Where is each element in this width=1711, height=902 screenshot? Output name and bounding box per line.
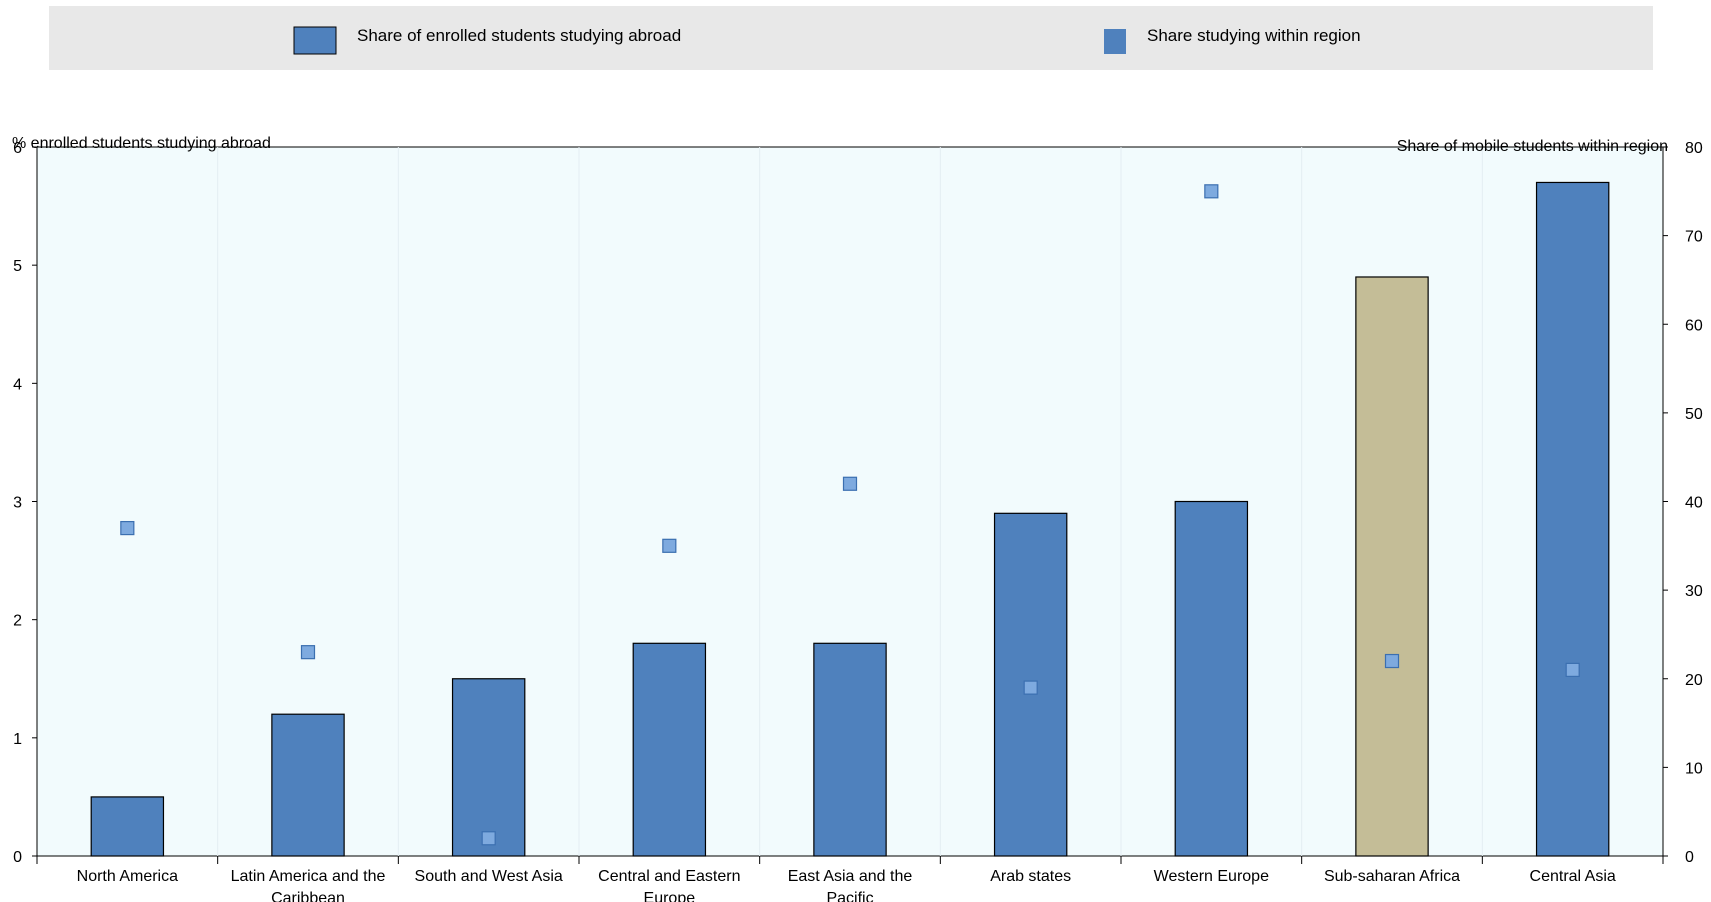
bar: [1535, 181, 1610, 857]
legend-label-bar: Share of enrolled students studying abro…: [357, 26, 681, 45]
x-tick-label: Latin America and the Caribbean: [231, 868, 386, 902]
right-tick-label: 10: [1685, 760, 1703, 777]
left-tick-label: 4: [13, 376, 22, 393]
right-tick-label: 70: [1685, 229, 1703, 246]
marker-series: [120, 184, 1580, 846]
left-tick-label: 6: [13, 140, 22, 157]
right-tick-label: 40: [1685, 495, 1703, 512]
marker: [1204, 184, 1219, 199]
bar: [451, 678, 526, 857]
x-tick-label: North America: [77, 868, 178, 885]
legend-background: [49, 6, 1653, 70]
marker: [1384, 653, 1400, 669]
bar: [271, 713, 345, 857]
left-tick-label: 1: [13, 731, 22, 748]
gridlines: [217, 147, 1483, 856]
x-tick-label: Western Europe: [1154, 868, 1269, 885]
marker: [1565, 662, 1580, 677]
marker: [662, 538, 677, 553]
legend: Share of enrolled students studying abro…: [49, 6, 1653, 70]
right-axis-title: Share of mobile students within region: [1397, 138, 1668, 155]
bar-series: [90, 181, 1610, 857]
marker: [842, 476, 858, 491]
right-tick-label: 60: [1685, 317, 1703, 334]
left-axis: 0 1 2 3 4 5 6: [13, 140, 37, 866]
marker: [1023, 680, 1038, 695]
right-tick-label: 50: [1685, 406, 1703, 423]
x-tick-label: Central Asia: [1530, 868, 1616, 885]
bar: [1174, 500, 1249, 857]
marker: [481, 831, 496, 846]
left-tick-label: 2: [13, 613, 22, 630]
left-tick-label: 0: [13, 849, 22, 866]
right-tick-label: 20: [1685, 672, 1703, 689]
x-tick-label: East Asia and the Pacific: [788, 868, 913, 902]
legend-label-marker: Share studying within region: [1147, 26, 1361, 45]
left-tick-label: 3: [13, 495, 22, 512]
left-axis-title: % enrolled students studying abroad: [12, 135, 271, 152]
right-tick-label: 30: [1685, 583, 1703, 600]
x-axis: North America Latin America and the Caribb…: [36, 856, 1664, 902]
marker: [120, 520, 135, 536]
bar: [90, 796, 165, 857]
right-tick-label: 80: [1685, 140, 1703, 157]
legend-swatch-bar: [293, 26, 337, 55]
x-tick-label: Sub-saharan Africa: [1324, 868, 1460, 885]
x-tick-label: South and West Asia: [415, 868, 563, 885]
bar: [1355, 276, 1429, 857]
x-tick-label: Arab states: [990, 868, 1071, 885]
bar: [813, 642, 887, 857]
right-axis: 0 10 20 30 40 50 60 70 80: [1663, 140, 1703, 866]
bar: [632, 642, 707, 857]
x-tick-label: Central and Eastern Europe: [598, 868, 740, 902]
right-tick-label: 0: [1685, 849, 1694, 866]
left-tick-label: 5: [13, 258, 22, 275]
legend-swatch-marker: [1104, 29, 1126, 54]
marker: [300, 645, 316, 660]
